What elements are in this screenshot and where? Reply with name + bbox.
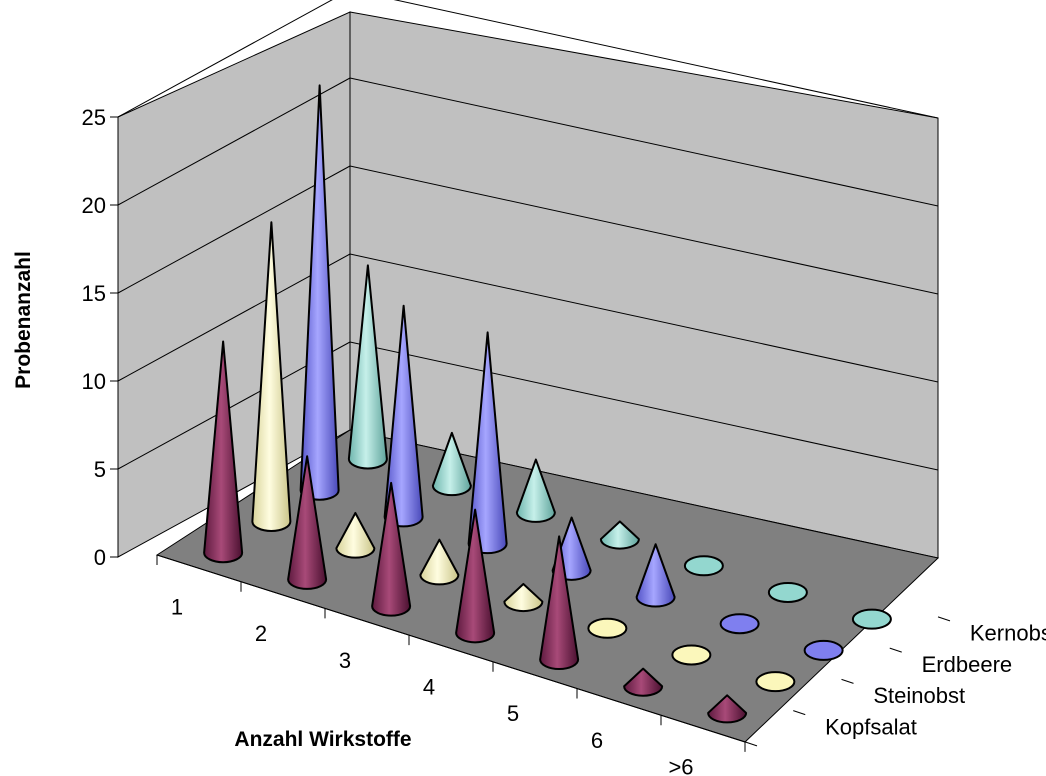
cone-body: [515, 458, 556, 523]
cone-body: [539, 535, 580, 670]
y-tick-label: 0: [94, 545, 106, 570]
gridline: [349, 77, 939, 207]
x-axis-line: [156, 554, 746, 743]
gridline: [393, 0, 939, 119]
depth-tick-label: Kopfsalat: [825, 714, 917, 739]
gridline: [349, 165, 939, 295]
cone-body: [251, 221, 292, 532]
x-tick-label: 1: [171, 594, 183, 619]
cone: [347, 264, 388, 470]
x-tick-label: 4: [423, 674, 435, 699]
x-tick-label: 3: [339, 648, 351, 673]
cone-base: [671, 644, 712, 666]
depth-axis: Kernobst Erdbeere Steinobst Kopfsalat: [744, 616, 1046, 747]
cone-base: [683, 555, 724, 577]
depth-tick-mark: [793, 710, 806, 716]
depth-tick-mark: [889, 647, 902, 653]
cone-base: [719, 613, 760, 635]
cone-body: [707, 694, 748, 724]
depth-tick-mark: [841, 678, 854, 684]
x-tick-label: 5: [507, 701, 519, 726]
x-tick-label: 6: [591, 728, 603, 753]
y-tick-label: 25: [82, 105, 106, 130]
cone: [515, 458, 556, 523]
cone-body: [371, 481, 412, 617]
y-tick-label: 15: [82, 281, 106, 306]
cone: [419, 538, 460, 586]
gridline: [117, 165, 351, 294]
cone-body: [503, 582, 544, 613]
cone: [287, 455, 328, 590]
cone: [671, 644, 712, 666]
cone: [755, 671, 796, 693]
x-axis: 1 2 3 4 5 6 >6: [156, 554, 746, 776]
cone-body: [623, 667, 664, 697]
depth-tick-label: Kernobst: [970, 621, 1046, 646]
gridline: [117, 0, 333, 118]
depth-tick-mark: [744, 741, 758, 747]
cone: [371, 481, 412, 617]
cones: [203, 84, 892, 724]
cone-base: [587, 617, 628, 639]
cone: [599, 520, 640, 550]
cone-base: [767, 581, 808, 603]
x-axis-title: Anzahl Wirkstoffe: [234, 728, 411, 751]
cone-body: [455, 508, 496, 644]
y-axis-title: Probenanzahl: [12, 251, 35, 389]
y-tick-label: 5: [94, 457, 106, 482]
cone-body: [287, 455, 328, 590]
cone: [503, 582, 544, 613]
cone-body: [203, 340, 244, 564]
depth-tick-label: Steinobst: [873, 683, 965, 708]
cone: [767, 581, 808, 603]
gridline: [349, 253, 939, 383]
cone-body: [335, 511, 376, 559]
x-tick-label: 2: [255, 621, 267, 646]
cone-base: [803, 639, 844, 661]
cone: [203, 340, 244, 564]
cone-body: [347, 264, 388, 470]
cone-body: [419, 538, 460, 586]
cone: [719, 613, 760, 635]
depth-tick-mark: [937, 616, 951, 622]
cone: [623, 667, 664, 697]
cone: [335, 511, 376, 559]
gridline: [117, 77, 351, 206]
y-tick-label: 20: [82, 193, 106, 218]
cone: [431, 431, 472, 497]
cone: [851, 608, 892, 630]
cone-body: [431, 431, 472, 497]
cone: [707, 694, 748, 724]
cone-base: [851, 608, 892, 630]
cone: [683, 555, 724, 577]
y-axis: 0 5 10 15 20 25: [82, 105, 118, 570]
cone: [635, 543, 676, 608]
cone-base: [755, 671, 796, 693]
depth-tick-label: Erdbeere: [922, 652, 1013, 677]
cone: [539, 535, 580, 670]
cone: [587, 617, 628, 639]
cone: [803, 639, 844, 661]
cone-body: [635, 543, 676, 608]
y-tick-label: 10: [82, 369, 106, 394]
gridline: [349, 341, 939, 471]
cone-body: [599, 520, 640, 550]
cone: [455, 508, 496, 644]
cone: [251, 221, 292, 532]
x-tick-label: >6: [668, 755, 693, 776]
